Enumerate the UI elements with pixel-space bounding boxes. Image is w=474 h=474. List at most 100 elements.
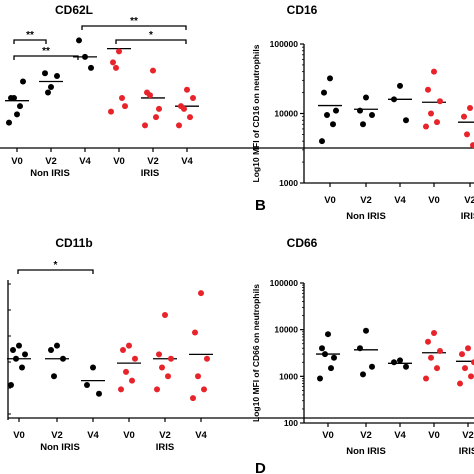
chart-title: CD62L xyxy=(55,3,93,17)
x-tick-label: V0 xyxy=(123,430,135,441)
significance-label: ** xyxy=(26,30,34,41)
data-point xyxy=(181,105,187,112)
y-tick-label: 1000 xyxy=(279,178,298,188)
x-tick-label: V4 xyxy=(195,430,207,441)
data-point xyxy=(471,359,474,366)
data-point xyxy=(327,75,333,82)
data-point xyxy=(319,138,325,145)
significance-bracket xyxy=(115,39,187,44)
data-point xyxy=(425,338,431,345)
panel-letter: D xyxy=(255,460,266,474)
data-point xyxy=(198,290,204,297)
data-point xyxy=(162,312,168,318)
data-point xyxy=(322,351,328,358)
data-point xyxy=(60,355,66,362)
data-point xyxy=(457,380,463,387)
data-point xyxy=(431,68,437,75)
significance-label: * xyxy=(149,30,153,41)
data-point xyxy=(8,382,14,388)
data-point xyxy=(116,48,122,55)
data-point xyxy=(20,78,26,85)
data-point xyxy=(369,363,375,370)
y-tick-label: 10000 xyxy=(274,109,298,119)
data-point xyxy=(462,365,468,372)
x-tick-label: V2 xyxy=(360,430,372,441)
data-point xyxy=(132,355,138,362)
data-point xyxy=(10,347,16,353)
x-tick-label: V0 xyxy=(324,195,336,206)
data-point xyxy=(51,373,57,380)
data-point xyxy=(360,371,366,378)
data-point xyxy=(54,73,60,80)
data-point xyxy=(201,386,207,393)
data-point xyxy=(190,94,196,101)
x-tick-label: V2 xyxy=(147,156,159,167)
x-tick-label: V2 xyxy=(159,430,171,441)
data-point xyxy=(6,119,12,126)
data-point xyxy=(165,373,171,380)
y-axis-label: Log10 MFI of CD16 on neutrophils xyxy=(251,44,261,182)
data-point xyxy=(391,96,397,103)
chart-title: CD16 xyxy=(287,3,318,17)
data-point xyxy=(397,357,403,364)
data-point xyxy=(84,382,90,388)
data-point xyxy=(154,386,160,393)
x-tick-label: V0 xyxy=(113,156,125,167)
chart-title: CD66 xyxy=(287,236,318,250)
x-tick-label: V0 xyxy=(13,430,25,441)
data-point xyxy=(403,117,409,124)
data-point xyxy=(465,345,471,352)
data-point xyxy=(437,347,443,354)
data-point xyxy=(321,89,327,96)
x-tick-label: V0 xyxy=(11,156,23,167)
x-tick-label: V2 xyxy=(360,195,372,206)
panel-letter: B xyxy=(255,197,266,214)
y-tick-label: 10000 xyxy=(274,325,298,335)
data-point xyxy=(48,84,54,90)
data-point xyxy=(16,342,22,349)
group-label: IRIS xyxy=(459,446,474,457)
data-point xyxy=(428,110,434,117)
data-point xyxy=(434,119,440,126)
data-point xyxy=(123,368,129,375)
data-point xyxy=(357,107,363,114)
y-tick-label: 1000 xyxy=(279,371,298,381)
group-label: Non IRIS xyxy=(40,442,80,453)
data-point xyxy=(317,375,323,382)
data-point xyxy=(369,112,375,119)
data-point xyxy=(470,142,474,149)
data-point xyxy=(110,59,116,66)
x-tick-label: V0 xyxy=(322,430,334,441)
data-point xyxy=(76,37,82,44)
data-point xyxy=(113,64,119,71)
data-point xyxy=(176,122,182,129)
data-point xyxy=(461,113,467,120)
data-point xyxy=(363,327,369,334)
data-point xyxy=(428,354,434,361)
data-point xyxy=(119,94,125,101)
data-point xyxy=(423,375,429,382)
data-point xyxy=(434,365,440,372)
group-label: Non IRIS xyxy=(30,168,70,179)
panel-2: CD16 1000 10000 100000 Log10 MFI of CD16 on … xyxy=(251,3,474,222)
x-tick-label: V2 xyxy=(45,156,57,167)
x-tick-label: V0 xyxy=(428,195,440,206)
group-label: IRIS xyxy=(141,168,159,179)
data-point xyxy=(17,103,23,110)
data-point xyxy=(156,105,162,112)
data-point xyxy=(42,70,48,77)
panel-3: CD11b V0 V2 V4 V0 V2 V4 Non IRIS IRIS * xyxy=(7,236,474,453)
data-point xyxy=(397,82,403,89)
data-point xyxy=(467,104,473,111)
significance-bracket xyxy=(81,25,187,30)
data-point xyxy=(153,114,159,121)
x-tick-label: V2 xyxy=(464,195,474,206)
data-point xyxy=(403,363,409,370)
data-point xyxy=(88,64,94,71)
data-point xyxy=(190,395,196,402)
data-point xyxy=(90,364,96,371)
data-point xyxy=(425,86,431,93)
data-point xyxy=(122,103,128,110)
